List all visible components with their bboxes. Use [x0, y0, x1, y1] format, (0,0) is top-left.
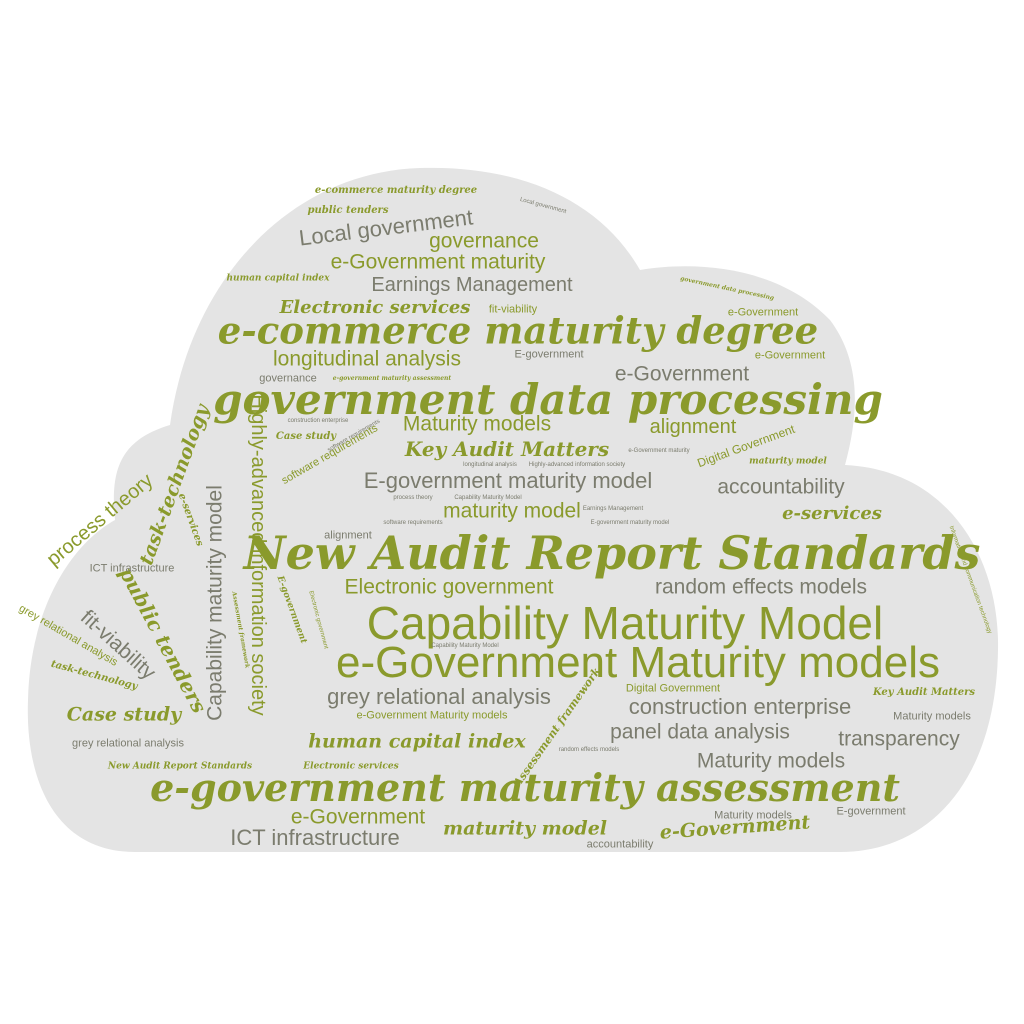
word-key-audit-matters-small: Key Audit Matters — [872, 687, 976, 698]
word-capability-maturity-model-vertical: Capability maturity model — [203, 485, 227, 721]
word-new-audit-report-standards-small: New Audit Report Standards — [107, 761, 253, 772]
word-process-theory-tiny: process theory — [393, 495, 433, 501]
word-e-government-top-right: e-Government — [727, 306, 799, 319]
word-random-effects-tiny: random effects models — [558, 747, 620, 753]
word-e-government-right: e-Government — [754, 349, 826, 362]
word-case-study-small: Case study — [275, 431, 337, 442]
word-electronic-government: Electronic government — [344, 575, 554, 599]
word-information-communication-technology: maturity model — [443, 499, 581, 523]
word-maturity-model-lower: maturity model — [442, 817, 608, 840]
word-e-government-maturity-tiny: e-Government maturity — [628, 448, 690, 454]
word-construction-enterprise-tiny: construction enterprise — [287, 418, 349, 424]
word-electronic-services-small: Electronic services — [303, 761, 399, 772]
word-electronic-services: Electronic services — [279, 297, 471, 318]
word-e-government-lower: e-Government — [290, 805, 426, 829]
word-e-government-maturity-assessment-tiny: e-government maturity assessment — [332, 375, 452, 382]
word-maturity-model-small: maturity model — [749, 456, 827, 467]
word-longitudinal-analysis: longitudinal analysis — [273, 347, 461, 371]
word-fit-viability-small: fit-viability — [488, 303, 538, 316]
word-earnings-management-tiny: Earnings Management — [582, 506, 644, 512]
word-e-government-maturity-models-small: e-Government Maturity models — [356, 709, 508, 722]
word-e-government-maturity-models: e-Government Maturity models — [336, 638, 940, 687]
word-accountability: accountability — [717, 475, 845, 499]
word-governance-small: governance — [259, 372, 317, 385]
word-government-data-processing: government data processing — [213, 375, 883, 424]
word-grey-relational-analysis: grey relational analysis — [327, 684, 551, 709]
word-highly-advanced-information-society: Highly-advanced information society — [247, 394, 269, 716]
word-transparency: transparency — [838, 727, 960, 751]
word-alignment: alignment — [649, 416, 737, 438]
word-alignment-small: alignment — [324, 529, 372, 542]
word-digital-government-small: Digital Government — [625, 682, 721, 695]
word-accountability-small: accountability — [586, 838, 654, 851]
word-random-effects-models: random effects models — [654, 575, 868, 599]
word-case-study-left: Case study — [66, 703, 182, 726]
word-maturity-models: Maturity models — [402, 412, 552, 436]
word-maturity-models-bottom: Maturity models — [714, 809, 792, 822]
word-construction-enterprise: construction enterprise — [628, 694, 852, 719]
word-governance: governance — [429, 229, 539, 253]
word-highly-advanced-tiny: Highly-advanced information society — [528, 462, 626, 468]
word-public-tenders-small: public tenders — [307, 205, 389, 216]
word-panel-data-analysis: panel data analysis — [610, 720, 790, 744]
word-e-commerce-maturity-degree: e-commerce maturity degree — [217, 308, 819, 353]
cloud-background — [27, 167, 999, 852]
word-capability-maturity-model: Capability Maturity Model — [366, 597, 884, 649]
word-e-services: e-services — [782, 503, 882, 524]
word-maturity-models-small: Maturity models — [893, 710, 971, 723]
word-human-capital-index: human capital index — [308, 730, 526, 753]
word-earnings-management: Earnings Management — [371, 274, 573, 296]
word-capability-maturity-model-tiny2: Capability Maturity Model — [431, 643, 499, 649]
word-grey-relational-analysis-small: grey relational analysis — [72, 737, 184, 750]
word-e-government-maturity-model: E-government maturity model — [363, 468, 653, 493]
word-longitudinal-analysis-tiny: longitudinal analysis — [463, 462, 517, 468]
word-e-government-small: E-government — [514, 348, 584, 361]
word-software-requirements-tiny: software requirements — [383, 520, 443, 526]
word-ict-infrastructure-small: ICT infrastructure — [89, 562, 175, 575]
word-e-government-large: e-Government — [614, 362, 750, 386]
word-e-government-maturity-model-tiny: E-government maturity model — [590, 520, 670, 526]
word-e-government-maturity-assessment: e-government maturity assessment — [150, 765, 900, 810]
word-e-government-bottom: E-government — [836, 805, 906, 818]
word-ict-infrastructure: ICT infrastructure — [230, 825, 400, 850]
word-maturity-models-lower: Maturity models — [696, 749, 846, 773]
word-e-commerce-maturity-degree-small: e-commerce maturity degree — [314, 185, 478, 196]
word-human-capital-index-small: human capital index — [226, 273, 330, 284]
word-capability-maturity-model-tiny: Capability Maturity Model — [454, 495, 522, 501]
word-e-government-maturity: e-Government maturity — [330, 250, 546, 274]
word-key-audit-matters: Key Audit Matters — [404, 437, 610, 461]
word-new-audit-report-standards: New Audit Report Standards — [243, 526, 981, 580]
